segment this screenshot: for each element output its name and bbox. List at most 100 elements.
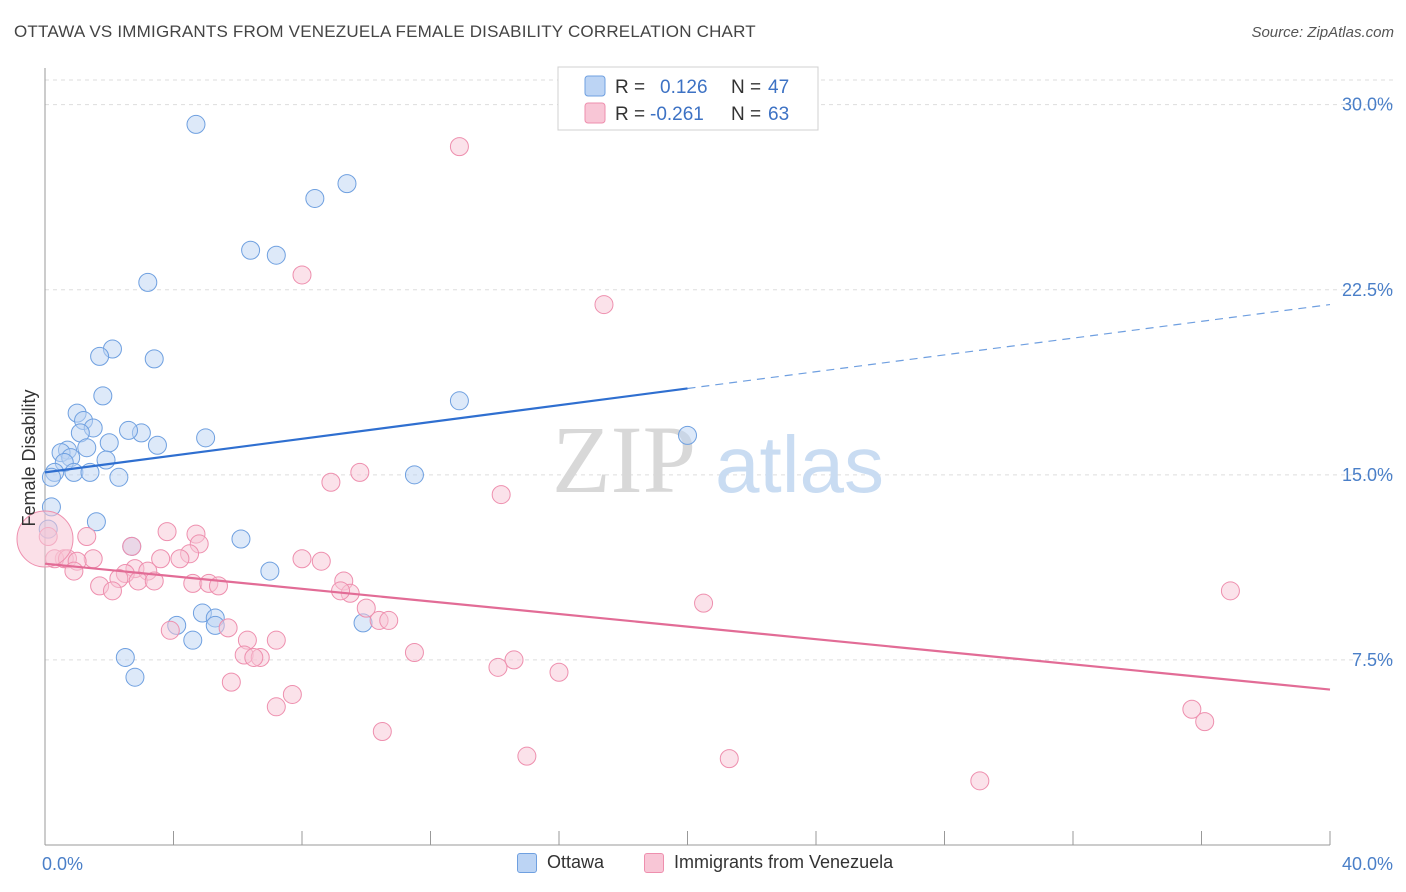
venezuela-point [218,618,238,638]
legend: R = 0.126 N = 47 R = -0.261 N = 63 [557,66,819,131]
ottawa-trend-extension [687,303,1331,390]
watermark-zip: ZIP [552,406,696,513]
y-tick-label: 15.0% [1342,465,1393,485]
ottawa-point [119,420,139,440]
ottawa-point [404,465,424,485]
ottawa-point [305,188,325,208]
ottawa-point [183,630,203,650]
ottawa-point [109,467,129,487]
legend-n-value-1: 47 [768,77,789,98]
ottawa-point [231,529,251,549]
ottawa-point [77,438,97,458]
venezuela-point [221,672,241,692]
venezuela-point [64,561,84,581]
venezuela-point [16,510,74,568]
legend-swatch-venezuela [584,102,606,124]
legend-r-label-1: R = [615,77,645,98]
tick-labels: 7.5% 15.0% 22.5% 30.0% 0.0% 40.0% [42,95,1393,874]
venezuela-point [488,657,508,677]
watermark-atlas: atlas [715,420,884,509]
venezuela-point [404,643,424,663]
ottawa-point [86,512,106,532]
legend-r-value-1: 0.126 [660,77,708,98]
venezuela-point [266,697,286,717]
venezuela-point [77,527,97,547]
y-tick-label: 22.5% [1342,280,1393,300]
venezuela-point [122,536,142,556]
y-axis-label: Female Disability [19,389,39,526]
venezuela-point [331,581,351,601]
venezuela-point [1182,699,1202,719]
ottawa-point [138,272,158,292]
ottawa-point [125,667,145,687]
ottawa-point [64,462,84,482]
venezuela-point [379,610,399,630]
ottawa-point [96,450,116,470]
ottawa-point [93,386,113,406]
venezuela-point [549,662,569,682]
venezuela-point [719,749,739,769]
bottom-legend-label-venezuela: Immigrants from Venezuela [674,852,894,872]
bottom-legend-ottawa: Ottawa [517,852,604,873]
y-tick-label: 30.0% [1342,95,1393,115]
legend-n-label-1: N = [731,77,761,98]
ottawa-point [186,114,206,134]
venezuela-point [1220,581,1240,601]
trend-lines [44,303,1331,691]
x-tick-label: 40.0% [1342,854,1393,874]
venezuela-point [970,771,990,791]
venezuela-point [1195,712,1215,732]
bottom-legend-swatch-venezuela [644,852,664,873]
bottom-legend: Ottawa Immigrants from Venezuela [0,852,1406,878]
chart-title: OTTAWA VS IMMIGRANTS FROM VENEZUELA FEMA… [14,22,756,41]
bottom-legend-venezuela: Immigrants from Venezuela [644,852,893,873]
ottawa-point [337,174,357,194]
venezuela-point [594,295,614,315]
source-label: Source: ZipAtlas.com [1251,24,1394,41]
venezuela-point [151,549,171,569]
venezuela-point [144,571,164,591]
venezuela-point [160,620,180,640]
ottawa-point [678,425,697,445]
ottawa-point [147,435,167,455]
axes [44,68,1331,846]
x-tick-label: 0.0% [42,854,83,874]
venezuela-point [292,549,312,569]
legend-n-label-2: N = [731,104,761,125]
ottawa-point [260,561,280,581]
ottawa-point [144,349,164,369]
ottawa-point [241,240,261,260]
venezuela-point [292,265,312,285]
y-tick-label: 7.5% [1352,650,1393,670]
ottawa-point [90,346,110,366]
venezuela-point [266,630,286,650]
bottom-legend-label-ottawa: Ottawa [547,852,605,872]
venezuela-trend-line [44,562,1331,691]
venezuela-point [504,650,524,670]
ottawa-point [196,428,216,448]
ottawa-point [266,245,286,265]
venezuela-point [83,549,103,569]
venezuela-point [350,462,370,482]
venezuela-point [244,647,264,667]
ottawa-trend-line [44,387,688,474]
venezuela-point [102,581,122,601]
ottawa-point [99,433,119,453]
venezuela-point [491,485,511,505]
venezuela-point [694,593,714,613]
legend-r-label-2: R = [615,104,645,125]
legend-r-value-2: -0.261 [650,104,704,125]
venezuela-point [517,746,537,766]
venezuela-point [170,549,190,569]
grid-lines [45,79,1393,661]
legend-n-value-2: 63 [768,104,789,125]
venezuela-point [311,551,331,571]
venezuela-point [372,721,392,741]
ottawa-point [449,391,469,411]
venezuela-point [282,684,302,704]
venezuela-point [449,137,469,157]
legend-swatch-ottawa [584,75,606,97]
bottom-legend-swatch-ottawa [517,852,537,873]
venezuela-point [356,598,376,618]
